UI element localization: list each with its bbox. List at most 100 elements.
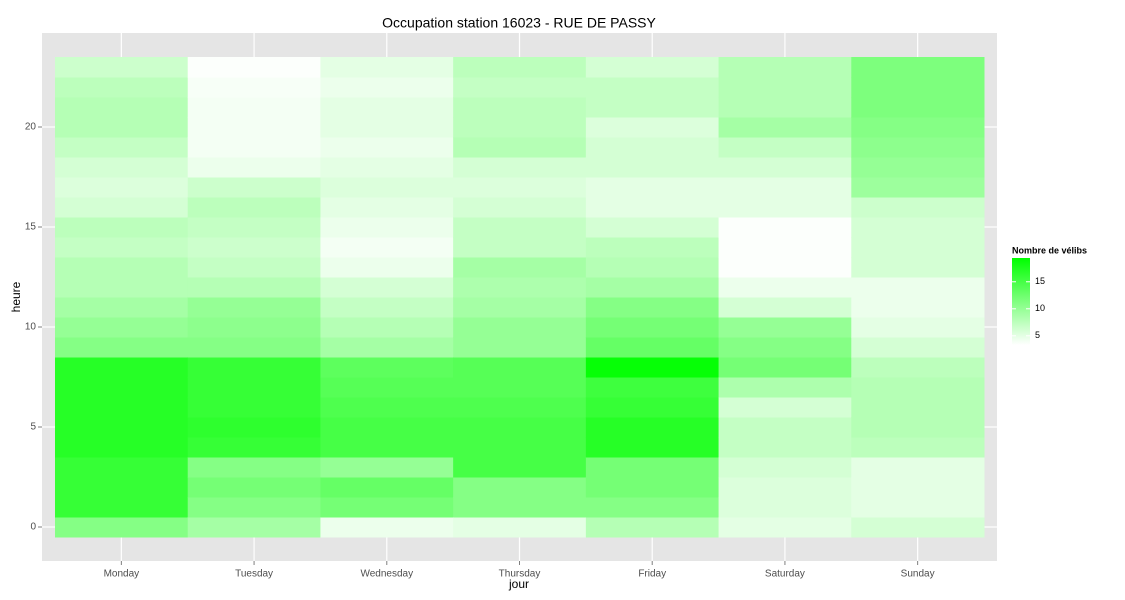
tile [320,97,454,118]
tile [718,517,852,538]
tile [851,77,985,98]
tile [453,497,587,518]
tile [453,477,587,498]
tile [585,57,720,78]
tile [851,97,985,118]
tile [55,217,189,238]
tile [453,177,587,198]
tile [453,377,587,398]
tile [453,97,587,118]
tile [851,237,985,258]
tile [320,117,454,138]
tile [585,317,720,338]
tile [320,517,454,538]
tile [55,117,189,138]
x-tick-label: Tuesday [235,569,273,580]
tile [718,77,852,98]
tile [187,337,321,358]
tile [187,157,321,178]
tile [585,217,720,238]
tile [320,377,454,398]
tile [187,497,321,518]
tile [55,57,189,78]
tile [585,157,720,178]
tile [55,77,189,98]
tile [187,257,321,278]
tile [55,197,189,218]
tile [55,417,189,438]
tile [585,517,720,538]
tile [187,357,321,378]
tile [718,197,852,218]
tile [320,337,454,358]
tile [851,317,985,338]
tile [55,317,189,338]
tile [718,297,852,318]
tile [453,357,587,378]
tile [718,117,852,138]
tile [718,177,852,198]
tile [585,97,720,118]
tile [453,277,587,298]
tile [585,497,720,518]
tile [320,397,454,418]
tile [55,137,189,158]
tile [718,137,852,158]
tile [55,177,189,198]
tile [718,357,852,378]
tile [851,437,985,458]
tile [851,277,985,298]
y-tick-label: 15 [25,222,37,233]
tile [55,477,189,498]
tile [585,137,720,158]
tile [851,257,985,278]
tile [187,457,321,478]
tile [718,317,852,338]
tile [187,137,321,158]
tile [718,57,852,78]
tile [55,237,189,258]
tile [187,417,321,438]
tile [851,377,985,398]
tile [320,197,454,218]
legend-colorbar [1012,258,1030,345]
tile [718,377,852,398]
tile [453,457,587,478]
tile [585,237,720,258]
tile [55,97,189,118]
tile [585,357,720,378]
tile [718,97,852,118]
tile [187,97,321,118]
tile [585,297,720,318]
tile [718,417,852,438]
y-tick-label: 5 [30,422,36,433]
tile [453,517,587,538]
tile [320,177,454,198]
tile [851,57,985,78]
x-tick-label: Sunday [901,569,935,580]
x-tick-label: Wednesday [360,569,413,580]
tile [187,317,321,338]
tile [585,257,720,278]
tile [55,157,189,178]
tile [585,477,720,498]
tile [320,57,454,78]
tile [320,297,454,318]
tile [851,357,985,378]
tile [320,437,454,458]
tile [320,77,454,98]
tile [453,77,587,98]
tile [453,197,587,218]
tile [453,437,587,458]
tile [718,497,852,518]
y-tick-label: 10 [25,322,37,333]
tile [718,217,852,238]
tile [320,277,454,298]
tile [851,157,985,178]
tile [718,397,852,418]
tile [55,357,189,378]
tile [320,137,454,158]
tile [187,217,321,238]
tile [55,497,189,518]
tile [320,417,454,438]
